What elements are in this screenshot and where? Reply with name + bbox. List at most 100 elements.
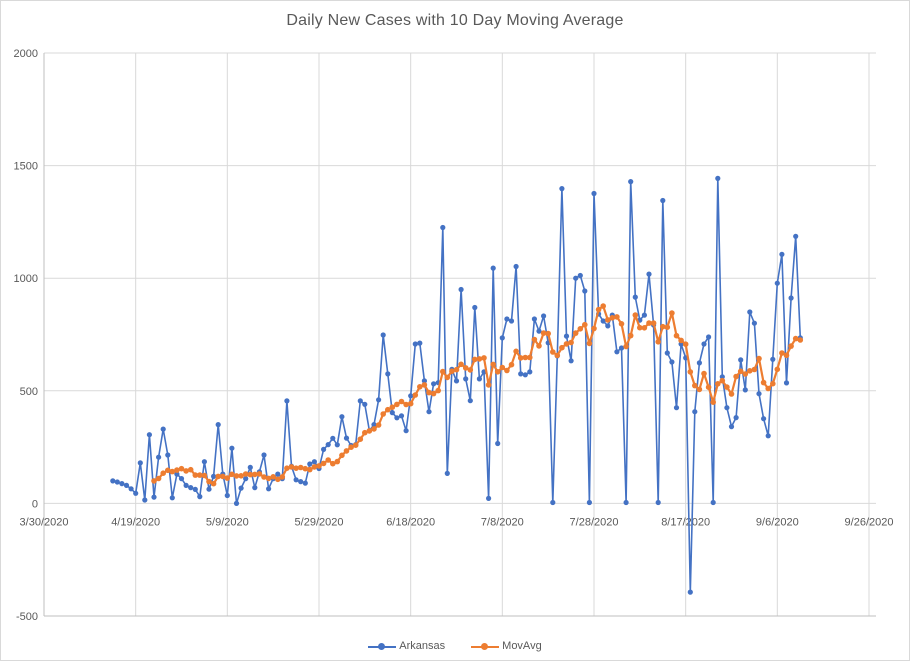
arkansas-data-point xyxy=(747,309,753,315)
movavg-data-point xyxy=(572,330,579,336)
arkansas-data-point xyxy=(614,349,620,355)
movavg-data-point xyxy=(751,366,758,373)
y-tick-label: -500 xyxy=(16,611,38,623)
arkansas-data-point xyxy=(655,499,661,506)
arkansas-data-point xyxy=(463,376,469,382)
movavg-data-point xyxy=(618,321,625,327)
arkansas-data-point xyxy=(728,424,735,430)
arkansas-data-point xyxy=(559,186,565,192)
arkansas-data-point xyxy=(215,422,221,428)
arkansas-data-point xyxy=(513,263,519,270)
arkansas-data-point xyxy=(119,481,125,487)
arkansas-data-point xyxy=(499,335,505,341)
arkansas-data-point xyxy=(568,358,574,364)
movavg-data-point xyxy=(719,377,726,384)
movavg-data-point xyxy=(201,472,208,479)
movavg-data-point xyxy=(302,465,309,472)
movavg-data-point xyxy=(265,475,272,482)
arkansas-data-point xyxy=(444,470,450,476)
movavg-data-point xyxy=(394,401,400,408)
movavg-data-point xyxy=(261,474,267,480)
movavg-data-point xyxy=(297,464,304,471)
movavg-data-point xyxy=(595,306,602,313)
arkansas-data-point xyxy=(307,461,313,467)
movavg-data-point xyxy=(440,368,446,375)
arkansas-data-point xyxy=(669,359,675,365)
movavg-data-point xyxy=(389,404,396,411)
movavg-data-point xyxy=(632,312,639,318)
movavg-data-point xyxy=(508,361,515,368)
movavg-data-point xyxy=(756,355,762,362)
arkansas-data-point xyxy=(586,499,593,506)
movavg-data-point xyxy=(687,369,694,375)
arkansas-data-point xyxy=(591,190,597,197)
arkansas-data-point xyxy=(110,478,116,484)
movavg-data-point xyxy=(398,398,405,405)
movavg-data-point xyxy=(623,343,629,350)
movavg-data-point xyxy=(462,365,469,371)
movavg-data-point xyxy=(696,386,703,393)
movavg-data-point xyxy=(737,368,744,375)
arkansas-data-point xyxy=(440,224,446,231)
arkansas-data-point xyxy=(421,378,427,384)
arkansas-data-point xyxy=(114,479,120,485)
movavg-data-point xyxy=(174,467,180,473)
arkansas-data-point xyxy=(531,316,538,322)
arkansas-data-point xyxy=(710,499,716,506)
legend-label-movavg: MovAvg xyxy=(502,640,542,652)
y-tick-label: 1000 xyxy=(14,273,38,285)
arkansas-data-point xyxy=(582,288,588,294)
arkansas-data-point xyxy=(490,265,496,271)
movavg-data-point xyxy=(568,339,574,346)
arkansas-data-point xyxy=(385,371,391,377)
arkansas-data-point xyxy=(605,323,611,329)
movavg-data-point xyxy=(270,474,277,480)
movavg-data-point xyxy=(728,391,735,397)
y-tick-label: 2000 xyxy=(14,48,38,60)
movavg-data-point xyxy=(215,473,221,480)
movavg-data-point xyxy=(627,332,634,339)
y-tick-label: 500 xyxy=(20,386,38,398)
arkansas-data-point xyxy=(600,318,606,324)
movavg-data-point xyxy=(522,354,529,361)
legend-item-movavg: MovAvg xyxy=(471,640,542,652)
arkansas-data-point xyxy=(178,476,185,482)
arkansas-data-point xyxy=(293,477,299,483)
arkansas-data-point xyxy=(522,372,528,378)
movavg-data-point xyxy=(490,361,497,368)
arkansas-data-point xyxy=(664,350,670,356)
arkansas-data-point xyxy=(618,345,625,351)
arkansas-data-point xyxy=(247,464,253,470)
arkansas-data-point xyxy=(504,316,510,322)
arkansas-data-point xyxy=(380,332,386,338)
movavg-data-point xyxy=(220,473,226,480)
movavg-data-point xyxy=(417,384,423,390)
movavg-data-point xyxy=(325,457,332,463)
movavg-data-point xyxy=(320,460,327,467)
arkansas-data-point xyxy=(376,397,382,403)
arkansas-data-point xyxy=(756,391,762,397)
arkansas-data-point xyxy=(774,280,780,286)
movavg-data-point xyxy=(426,389,432,396)
arkansas-data-point xyxy=(192,486,198,492)
arkansas-data-point xyxy=(632,294,638,300)
movavg-data-point xyxy=(527,354,533,361)
movavg-data-point xyxy=(293,465,299,472)
movavg-data-point xyxy=(311,464,318,470)
arkansas-data-point xyxy=(229,445,235,451)
arkansas-data-point xyxy=(738,357,744,363)
movavg-data-point xyxy=(609,315,616,321)
movavg-data-point xyxy=(444,374,451,381)
arkansas-data-point xyxy=(156,454,162,460)
arkansas-data-point xyxy=(426,409,432,415)
arkansas-data-point xyxy=(765,433,771,439)
movavg-data-point xyxy=(453,366,460,373)
movavg-data-point xyxy=(783,352,790,359)
arkansas-data-point xyxy=(321,446,327,452)
x-tick-label: 5/29/2020 xyxy=(295,516,344,528)
movavg-data-point xyxy=(655,339,661,345)
movavg-data-point xyxy=(352,442,359,449)
movavg-data-point xyxy=(160,470,166,477)
arkansas-data-point xyxy=(343,435,350,441)
